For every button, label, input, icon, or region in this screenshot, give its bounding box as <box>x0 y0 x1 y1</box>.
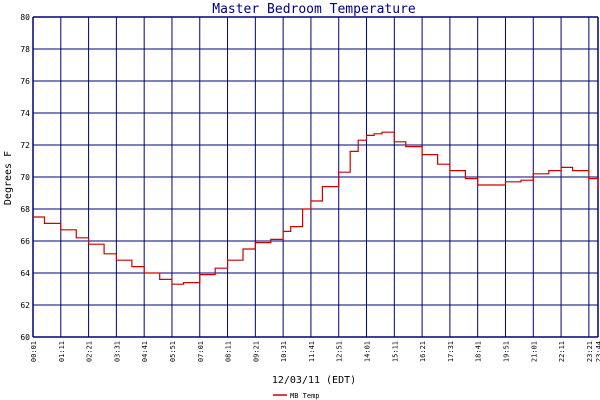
y-tick-label: 74 <box>20 109 30 118</box>
x-tick-label: 23:21 <box>586 341 594 362</box>
y-tick-label: 70 <box>20 173 30 182</box>
y-tick-label: 68 <box>20 205 30 214</box>
plot-grid <box>32 16 599 338</box>
x-axis-label: 12/03/11 (EDT) <box>272 375 356 386</box>
x-tick-label: 05:51 <box>169 341 177 362</box>
y-tick-label: 76 <box>20 77 30 86</box>
x-tick-label: 09:21 <box>252 341 260 362</box>
x-tick-label: 12:51 <box>336 341 344 362</box>
x-tick-label: 19:51 <box>502 341 510 362</box>
x-tick-label: 22:11 <box>558 341 566 362</box>
x-tick-labels: 00:01 01:11 02:21 03:31 04:41 05:51 07:01 08:11… <box>30 341 600 362</box>
chart-title: Master Bedroom Temperature <box>212 2 416 17</box>
x-tick-label: 00:01 <box>30 341 38 362</box>
x-tick-label: 16:21 <box>419 341 427 362</box>
x-tick-label: 11:41 <box>308 341 316 362</box>
x-tick-label: 07:01 <box>197 341 205 362</box>
series-line-mb-temp <box>33 131 599 285</box>
y-tick-label: 78 <box>20 45 30 54</box>
y-tick-labels: 60 62 64 66 68 70 72 74 76 78 80 <box>20 13 30 342</box>
x-tick-label: 03:31 <box>113 341 121 362</box>
x-tick-label: 21:01 <box>530 341 538 362</box>
y-axis-label: Degrees F <box>3 151 14 205</box>
y-tick-label: 80 <box>20 13 30 22</box>
x-tick-label: 04:41 <box>141 341 149 362</box>
x-tick-label: 01:11 <box>58 341 66 362</box>
y-tick-label: 66 <box>20 237 30 246</box>
x-tick-label: 10:31 <box>280 341 288 362</box>
x-tick-label: 14:01 <box>364 341 372 362</box>
x-tick-label: 15:11 <box>391 341 399 362</box>
legend: MB Temp <box>273 392 320 400</box>
x-tick-label: 02:21 <box>86 341 94 362</box>
y-tick-label: 64 <box>20 269 30 278</box>
y-tick-label: 72 <box>20 141 30 150</box>
x-tick-label: 18:41 <box>475 341 483 362</box>
y-tick-label: 60 <box>20 333 30 342</box>
x-tick-label: 08:11 <box>225 341 233 362</box>
y-tick-label: 62 <box>20 301 30 310</box>
x-tick-label: 23:44 <box>595 341 600 362</box>
x-tick-label: 17:31 <box>447 341 455 362</box>
legend-label: MB Temp <box>290 392 320 400</box>
